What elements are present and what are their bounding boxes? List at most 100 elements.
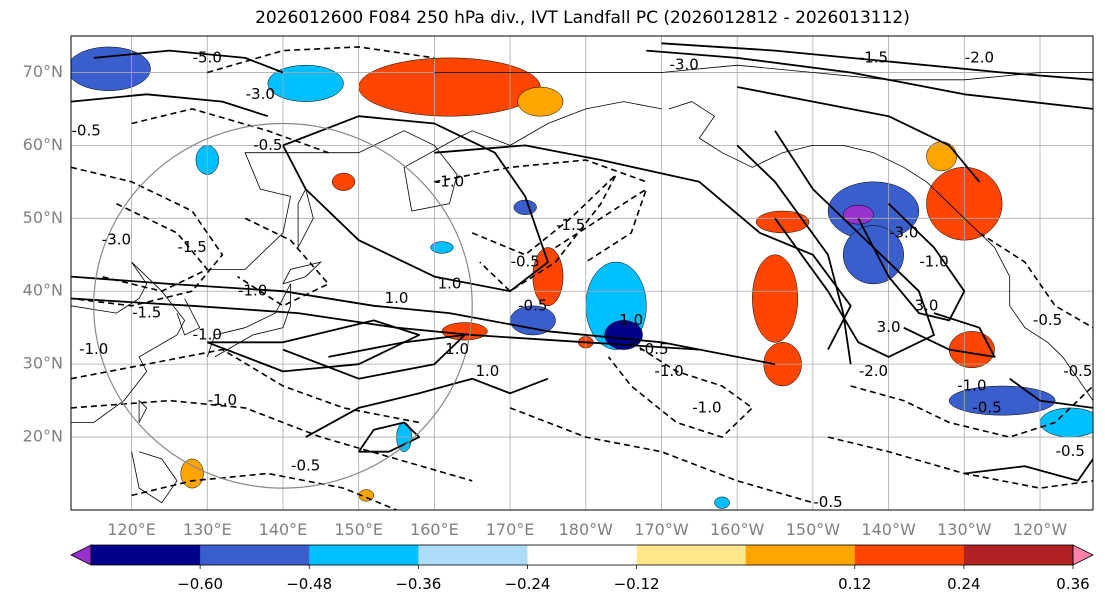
colorbar-tick-label: −0.60 bbox=[177, 575, 223, 593]
coastline bbox=[176, 298, 201, 336]
colorbar-tick-label: −0.48 bbox=[286, 575, 332, 593]
contour-label: 1.0 bbox=[475, 362, 499, 380]
solid-contour bbox=[305, 377, 549, 438]
dashed-contour bbox=[131, 108, 329, 154]
coastline bbox=[434, 64, 1093, 81]
coastlines bbox=[71, 64, 1093, 504]
contour-label: -2.0 bbox=[859, 362, 888, 380]
solid-contour bbox=[282, 334, 466, 380]
divergence-blob bbox=[948, 331, 995, 369]
dashed-contour bbox=[207, 46, 435, 74]
range-circle bbox=[93, 122, 473, 489]
divergence-blob bbox=[331, 172, 356, 191]
dashed-contour bbox=[237, 217, 330, 307]
divergence-blob bbox=[1039, 407, 1093, 438]
contour-label: -5.0 bbox=[193, 48, 222, 66]
dashed-contour bbox=[131, 472, 397, 510]
colorbar-tick-label: 0.24 bbox=[947, 575, 980, 593]
contour-label: -3.0 bbox=[889, 223, 918, 241]
divergence-blob bbox=[842, 204, 874, 225]
lat-tick-label: 70°N bbox=[23, 62, 63, 81]
solid-contour bbox=[737, 86, 981, 183]
solid-contour bbox=[357, 421, 421, 453]
coastline bbox=[206, 283, 291, 358]
divergence-blob bbox=[752, 254, 799, 343]
solid-contour bbox=[1009, 377, 1093, 409]
lat-tick-label: 30°N bbox=[23, 354, 63, 373]
dashed-contour bbox=[978, 232, 1093, 329]
colorbar-tick-label: −0.24 bbox=[504, 575, 550, 593]
solid-contour bbox=[857, 203, 966, 322]
divergence-blob bbox=[430, 241, 454, 254]
range-circle bbox=[93, 122, 473, 489]
coastline bbox=[71, 261, 186, 423]
divergence-blob bbox=[71, 46, 151, 91]
coastline bbox=[282, 261, 323, 285]
solid-contour bbox=[434, 144, 852, 351]
contour-label: -1.0 bbox=[919, 253, 948, 271]
solid-contour bbox=[774, 130, 935, 358]
solid-contour bbox=[282, 115, 549, 293]
lon-tick-label: 150°W bbox=[786, 520, 841, 539]
solid-contour bbox=[736, 144, 852, 365]
longitude-labels: 120°E 130°E 140°E 150°E 160°E 170°E 180°W 170°W… bbox=[107, 520, 1067, 539]
colorbar-extend-low bbox=[70, 544, 92, 566]
lat-tick-label: 50°N bbox=[23, 208, 63, 227]
contour-label: -1.0 bbox=[208, 391, 237, 409]
coastline bbox=[207, 101, 662, 270]
contour-label: 3.0 bbox=[877, 318, 901, 336]
contour-label: 1.0 bbox=[445, 340, 469, 358]
solid-contour bbox=[71, 275, 776, 366]
colorbar-segment bbox=[309, 545, 419, 565]
colorbar: −0.60−0.48−0.36−0.24−0.120.120.240.360.4… bbox=[70, 544, 1094, 593]
dashed-contour bbox=[71, 166, 224, 307]
map-plot-area bbox=[71, 36, 1093, 510]
contour-label: -0.5 bbox=[1056, 442, 1085, 460]
solid-contour bbox=[661, 42, 1093, 81]
contour-label: -1.0 bbox=[435, 172, 464, 190]
contour-label: -1.0 bbox=[692, 398, 721, 416]
dashed-contour bbox=[471, 173, 617, 292]
solid-contour bbox=[646, 49, 1093, 110]
latitude-labels: 70°N 60°N 50°N 40°N 30°N 20°N bbox=[23, 62, 63, 446]
contour-label: -0.5 bbox=[639, 340, 668, 358]
lon-tick-label: 140°W bbox=[861, 520, 916, 539]
dashed-contour bbox=[71, 399, 473, 482]
dashed-contour bbox=[434, 159, 647, 183]
solid-contour bbox=[71, 93, 269, 118]
colorbar-segment bbox=[636, 545, 747, 565]
contour-label: -2.0 bbox=[965, 48, 994, 66]
contour-label: -0.5 bbox=[291, 457, 320, 475]
map-frame bbox=[70, 35, 1094, 511]
lon-tick-label: 160°W bbox=[710, 520, 765, 539]
contour-label: 1.0 bbox=[385, 289, 409, 307]
map-title: 2026012600 F084 250 hPa div., IVT Landfa… bbox=[255, 8, 910, 28]
colorbar-segment bbox=[91, 545, 201, 565]
lat-tick-label: 40°N bbox=[23, 281, 63, 300]
colorbar-tick-label: −0.12 bbox=[614, 575, 660, 593]
contour-label: -0.5 bbox=[813, 493, 842, 511]
dashed-contour bbox=[71, 348, 420, 424]
dashed-contour bbox=[827, 436, 1093, 489]
dashed-contour bbox=[101, 202, 209, 292]
contour-label: 1.0 bbox=[619, 311, 643, 329]
dashed-contour bbox=[607, 341, 754, 438]
colorbar-segment bbox=[527, 545, 638, 565]
contour-label: -1.0 bbox=[238, 282, 267, 300]
colorbar-segment bbox=[854, 545, 965, 565]
lon-tick-label: 170°E bbox=[486, 520, 535, 539]
divergence-blob bbox=[714, 496, 730, 509]
lon-tick-label: 170°W bbox=[634, 520, 689, 539]
colorbar-segment bbox=[745, 545, 856, 565]
colorbar-extend-high bbox=[1072, 544, 1094, 566]
ivt-contours bbox=[71, 42, 1093, 510]
lat-tick-label: 20°N bbox=[23, 427, 63, 446]
contour-label: -1.5 bbox=[132, 304, 161, 322]
lon-tick-label: 130°E bbox=[183, 520, 232, 539]
divergence-blob bbox=[358, 57, 541, 117]
contour-label: -1.0 bbox=[957, 377, 986, 395]
divergence-blob bbox=[513, 199, 537, 215]
divergence-shading bbox=[71, 46, 1093, 509]
contour-label: -0.5 bbox=[253, 136, 282, 154]
